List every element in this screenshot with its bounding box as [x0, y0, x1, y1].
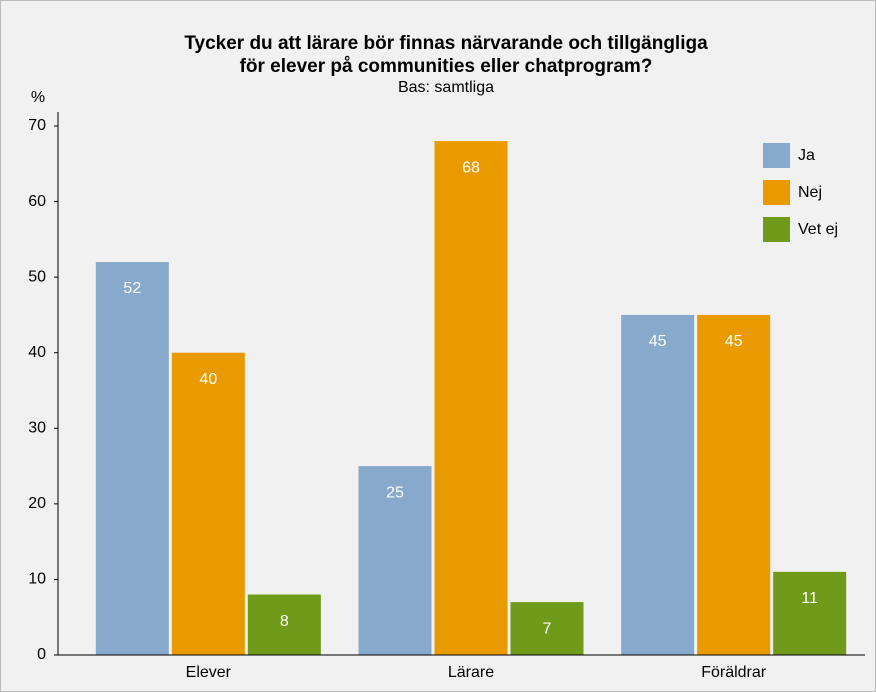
bar [621, 314, 695, 655]
y-tick-label: 60 [28, 193, 46, 210]
y-tick-label: 50 [28, 268, 46, 285]
data-label: 52 [123, 280, 141, 297]
legend-swatch [763, 180, 790, 205]
data-label: 68 [462, 159, 480, 176]
y-tick-label: 0 [37, 646, 46, 663]
y-tick-label: 40 [28, 344, 46, 361]
data-label: 7 [543, 620, 552, 637]
x-tick-label: Elever [186, 664, 232, 681]
x-tick-label: Föräldrar [701, 664, 767, 681]
data-label: 45 [649, 333, 667, 350]
bar [434, 141, 508, 656]
chart-title: Tycker du att lärare bör finnas närvaran… [184, 33, 708, 54]
data-label: 11 [801, 590, 818, 607]
legend-label: Ja [798, 147, 815, 164]
bar [95, 262, 169, 655]
legend-label: Nej [798, 184, 822, 201]
y-tick-label: 30 [28, 420, 46, 437]
bar [358, 466, 432, 655]
data-label: 8 [280, 613, 289, 630]
chart-title: för elever på communities eller chatprog… [240, 56, 653, 77]
data-label: 40 [199, 371, 217, 388]
legend-swatch [763, 143, 790, 168]
bar [247, 594, 321, 655]
legend-label: Vet ej [798, 221, 838, 238]
bar [171, 352, 245, 655]
bar [697, 314, 771, 655]
chart-subtitle: Bas: samtliga [398, 79, 494, 96]
y-tick-label: 20 [28, 495, 46, 512]
data-label: 45 [725, 333, 743, 350]
y-tick-label: 70 [28, 117, 46, 134]
bar [773, 571, 847, 655]
legend-swatch [763, 217, 790, 242]
x-tick-label: Lärare [448, 664, 494, 681]
data-label: 25 [386, 484, 404, 501]
bar [510, 602, 584, 655]
y-tick-label: 10 [28, 571, 46, 588]
y-axis-label: % [31, 89, 45, 106]
